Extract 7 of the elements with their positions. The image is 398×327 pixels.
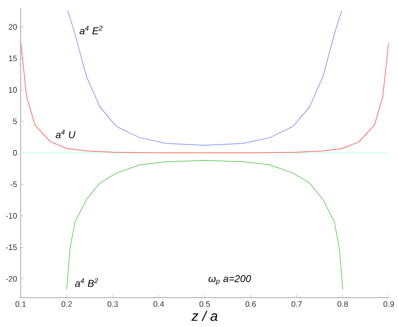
series-label: a$^{4}$ B$^{2}$	[75, 278, 98, 287]
x-axis-title: z / a	[191, 310, 218, 321]
series-label: a$^{4}$ U	[56, 130, 76, 138]
series-label: a$^{4}$ E$^{2}$	[80, 26, 103, 34]
line-series	[67, 10, 342, 146]
annotation: ω$_{p}$ a=200	[208, 275, 252, 286]
line-series	[66, 160, 343, 290]
